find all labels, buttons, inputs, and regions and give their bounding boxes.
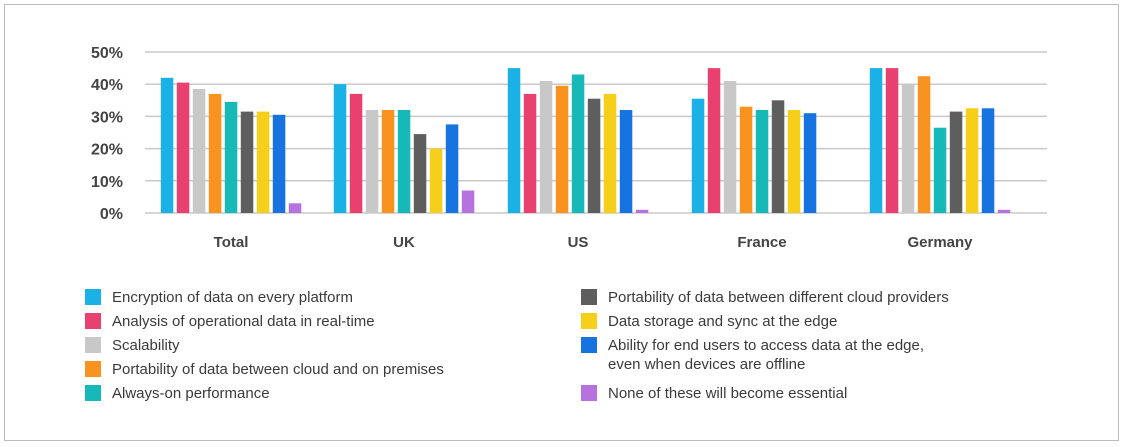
bar-france-7 — [803, 113, 817, 213]
bar-germany-2 — [901, 84, 915, 213]
y-tick-label: 40% — [91, 77, 123, 94]
legend-label: Ability for end users to access data at … — [608, 337, 925, 373]
y-tick-label: 50% — [91, 45, 123, 62]
legend-item: Portability of data between different cl… — [581, 288, 949, 307]
bar-total-5 — [240, 111, 254, 213]
bar-france-0 — [691, 98, 705, 213]
x-tick-label: UK — [393, 234, 415, 251]
bar-germany-3 — [917, 76, 931, 213]
bar-us-4 — [571, 74, 585, 213]
y-axis-ticks: 0% 10% 20% 30% 40% 50% — [91, 45, 123, 223]
bar-uk-4 — [397, 110, 411, 213]
bar-france-1 — [707, 68, 721, 213]
bar-us-5 — [587, 98, 601, 213]
bar-france-4 — [755, 110, 769, 213]
legend-swatch — [581, 313, 597, 329]
bar-total-4 — [224, 101, 238, 213]
legend-label: Analysis of operational data in real-tim… — [112, 313, 375, 330]
legend-swatch — [85, 289, 101, 305]
bars — [160, 68, 1011, 213]
x-tick-label: France — [737, 234, 786, 251]
bar-uk-5 — [413, 134, 427, 213]
x-tick-label: Total — [214, 234, 249, 251]
bar-uk-3 — [381, 110, 395, 213]
chart-frame: 0% 10% 20% 30% 40% 50% Total UK US France Germany… — [4, 4, 1119, 441]
bar-total-6 — [256, 111, 270, 213]
bar-us-1 — [523, 93, 537, 213]
bar-uk-1 — [349, 93, 363, 213]
legend-item: Scalability — [85, 336, 180, 355]
legend-label: Scalability — [112, 337, 180, 354]
bar-total-8 — [288, 203, 302, 213]
legend: Encryption of data on every platform Anal… — [5, 283, 1120, 433]
bar-germany-4 — [933, 127, 947, 213]
legend-label: None of these will become essential — [608, 385, 848, 402]
bar-us-0 — [507, 68, 521, 213]
legend-item: Encryption of data on every platform — [85, 288, 353, 307]
bar-total-0 — [160, 77, 174, 213]
bar-germany-8 — [997, 209, 1011, 213]
legend-swatch — [85, 313, 101, 329]
legend-swatch — [581, 385, 597, 401]
bar-germany-7 — [981, 108, 995, 213]
legend-label: Portability of data between different cl… — [608, 289, 949, 306]
bar-uk-0 — [333, 84, 347, 213]
legend-label: Always-on performance — [112, 385, 270, 402]
legend-swatch — [581, 337, 597, 353]
bar-total-3 — [208, 93, 222, 213]
y-tick-label: 0% — [100, 206, 123, 223]
bar-total-1 — [176, 82, 190, 213]
bar-uk-6 — [429, 148, 443, 213]
legend-label: Data storage and sync at the edge — [608, 313, 838, 330]
legend-item: Portability of data between cloud and on… — [85, 360, 444, 379]
bar-uk-8 — [461, 190, 475, 213]
legend-swatch — [581, 289, 597, 305]
legend-swatch — [85, 337, 101, 353]
legend-label: Encryption of data on every platform — [112, 289, 353, 306]
y-tick-label: 30% — [91, 109, 123, 126]
bar-us-6 — [603, 93, 617, 213]
legend-item: Always-on performance — [85, 384, 270, 403]
legend-swatch — [85, 361, 101, 377]
bar-france-3 — [739, 106, 753, 213]
bar-france-6 — [787, 110, 801, 213]
x-tick-label: US — [568, 234, 589, 251]
x-axis-ticks: Total UK US France Germany — [214, 234, 974, 251]
legend-item: Ability for end users to access data at … — [581, 336, 924, 374]
bar-us-2 — [539, 81, 553, 213]
bar-germany-6 — [965, 108, 979, 213]
bar-france-5 — [771, 100, 785, 213]
bar-us-7 — [619, 110, 633, 213]
legend-item: Data storage and sync at the edge — [581, 312, 837, 331]
bar-france-2 — [723, 81, 737, 213]
y-tick-label: 20% — [91, 142, 123, 159]
y-tick-label: 10% — [91, 174, 123, 191]
legend-label: Portability of data between cloud and on… — [112, 361, 444, 378]
legend-item: Analysis of operational data in real-tim… — [85, 312, 375, 331]
bar-germany-1 — [885, 68, 899, 213]
bar-uk-7 — [445, 124, 459, 213]
legend-item: None of these will become essential — [581, 384, 847, 403]
bar-germany-5 — [949, 111, 963, 213]
x-tick-label: Germany — [907, 234, 973, 251]
bar-total-7 — [272, 114, 286, 213]
bar-chart: 0% 10% 20% 30% 40% 50% Total UK US France Germany — [91, 45, 1047, 251]
bar-germany-0 — [869, 68, 883, 213]
bar-total-2 — [192, 89, 206, 213]
bar-us-8 — [635, 209, 649, 213]
bar-us-3 — [555, 85, 569, 213]
legend-swatch — [85, 385, 101, 401]
bar-uk-2 — [365, 110, 379, 213]
